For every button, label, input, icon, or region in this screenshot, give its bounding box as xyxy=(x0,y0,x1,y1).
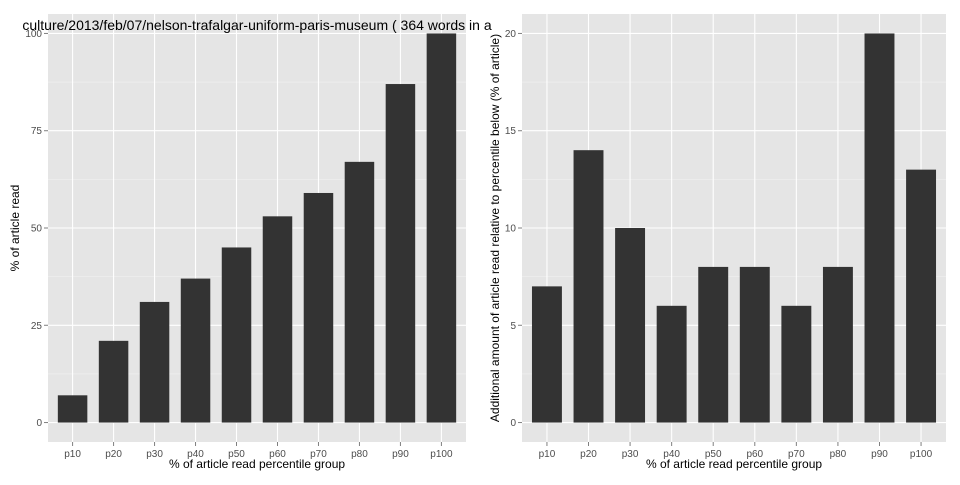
y-axis-title: Additional amount of article read relati… xyxy=(488,34,502,422)
x-axis-title: % of article read percentile group xyxy=(646,457,822,471)
x-tick-label: p80 xyxy=(830,449,847,460)
bar-p30 xyxy=(139,301,170,423)
y-tick-label: 15 xyxy=(505,126,517,137)
x-tick-label: p20 xyxy=(105,449,122,460)
x-tick-label: p20 xyxy=(580,449,597,460)
x-tick-label: p50 xyxy=(705,449,722,460)
bar-p100 xyxy=(906,169,937,423)
x-tick-label: p70 xyxy=(310,449,327,460)
x-tick-label: p90 xyxy=(392,449,409,460)
x-tick-label: p30 xyxy=(146,449,163,460)
x-tick-label: p10 xyxy=(539,449,556,460)
bar-p50 xyxy=(698,266,729,423)
x-tick-label: p40 xyxy=(663,449,680,460)
bar-p70 xyxy=(303,192,334,423)
x-tick-label: p100 xyxy=(430,449,453,460)
y-tick-label: 50 xyxy=(31,224,43,235)
x-tick-label: p60 xyxy=(746,449,763,460)
bar-p40 xyxy=(656,305,687,423)
x-tick-label: p100 xyxy=(910,449,933,460)
y-tick-label: 0 xyxy=(510,418,516,429)
x-tick-label: p40 xyxy=(187,449,204,460)
bar-p80 xyxy=(344,161,375,423)
x-tick-label: p30 xyxy=(622,449,639,460)
y-tick-label: 100 xyxy=(25,29,42,40)
x-axis-title: % of article read percentile group xyxy=(169,457,345,471)
bar-p20 xyxy=(573,150,604,423)
x-tick-label: p90 xyxy=(871,449,888,460)
bar-p30 xyxy=(615,228,646,423)
y-tick-label: 0 xyxy=(36,418,42,429)
y-tick-label: 5 xyxy=(510,321,516,332)
y-tick-label: 20 xyxy=(505,29,517,40)
bar-p60 xyxy=(262,216,293,423)
bar-p90 xyxy=(385,84,416,423)
bar-p10 xyxy=(531,286,562,423)
bar-p90 xyxy=(864,33,895,423)
y-tick-label: 75 xyxy=(31,126,43,137)
x-tick-label: p70 xyxy=(788,449,805,460)
chart-title: culture/2013/feb/07/nelson-trafalgar-uni… xyxy=(22,17,491,33)
x-tick-label: p10 xyxy=(64,449,81,460)
bar-p80 xyxy=(822,266,853,423)
x-tick-label: p80 xyxy=(351,449,368,460)
y-axis-title: % of article read xyxy=(8,185,22,272)
bar-p70 xyxy=(781,305,812,423)
bar-p50 xyxy=(221,247,252,423)
bar-p10 xyxy=(57,395,88,423)
bar-p60 xyxy=(739,266,770,423)
y-tick-label: 10 xyxy=(505,224,517,235)
bar-p20 xyxy=(98,340,129,423)
bar-p100 xyxy=(426,33,457,423)
x-tick-label: p60 xyxy=(269,449,286,460)
y-tick-label: 25 xyxy=(31,321,43,332)
bar-p40 xyxy=(180,278,211,423)
x-tick-label: p50 xyxy=(228,449,245,460)
